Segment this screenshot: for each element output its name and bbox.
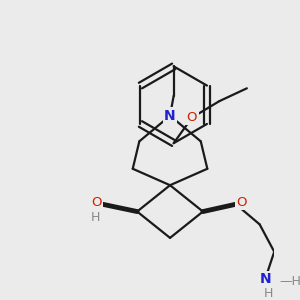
Text: H: H	[90, 211, 100, 224]
Text: O: O	[187, 111, 197, 124]
Text: O: O	[236, 196, 247, 209]
Text: —H: —H	[280, 274, 300, 287]
Text: N: N	[164, 109, 176, 123]
Text: O: O	[92, 196, 102, 209]
Text: H: H	[264, 287, 274, 300]
Text: N: N	[259, 272, 271, 286]
